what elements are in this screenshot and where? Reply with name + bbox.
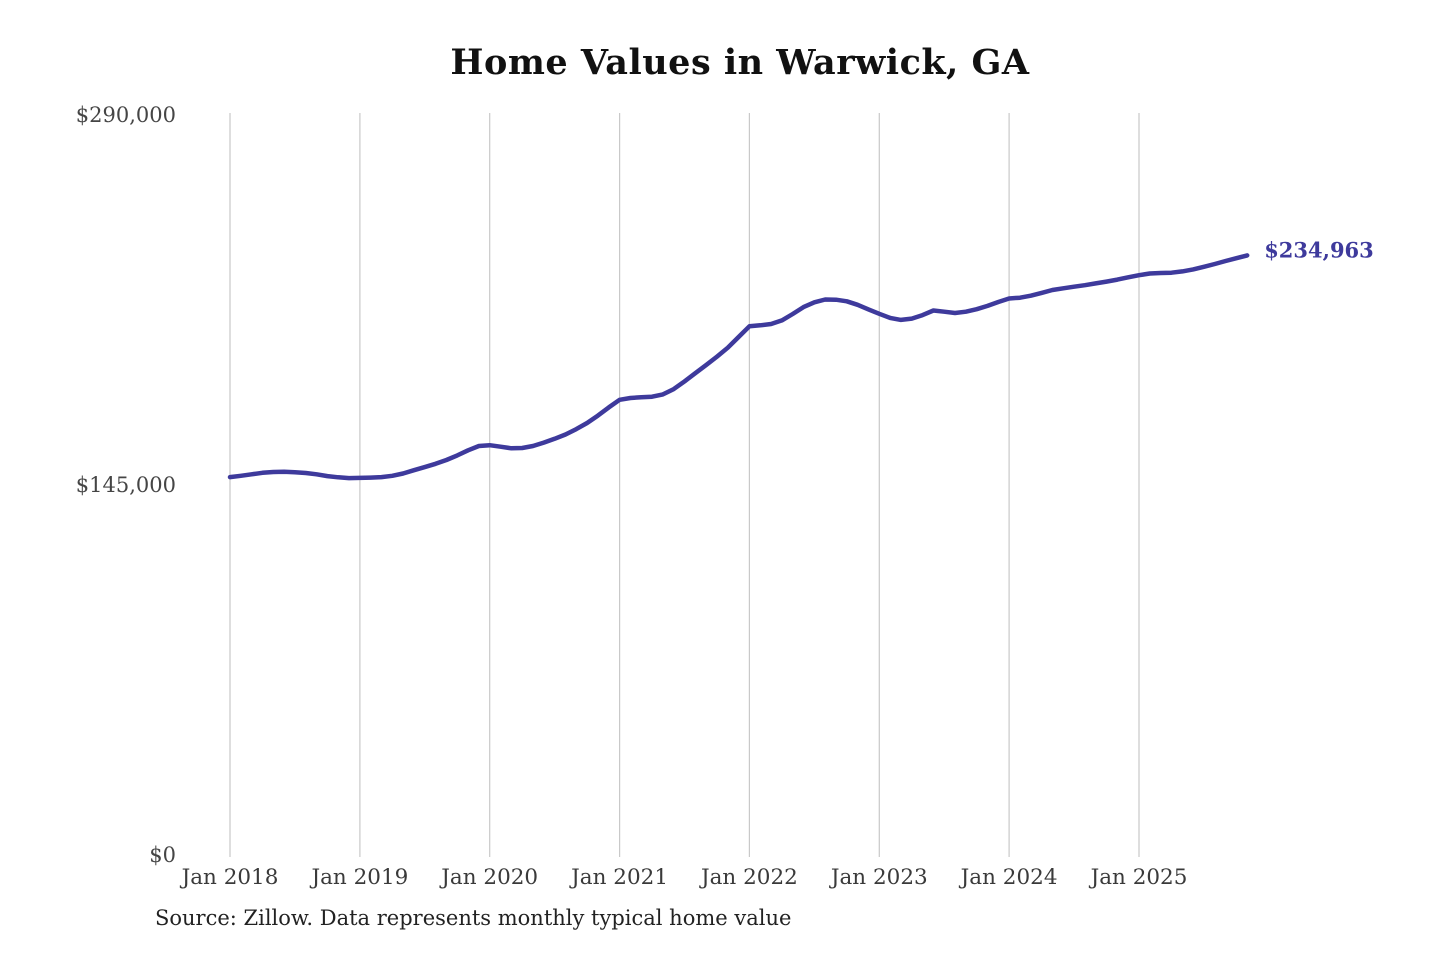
x-tick-label: Jan 2020: [439, 865, 538, 890]
end-value-label: $234,963: [1264, 237, 1374, 262]
x-tick-label: Jan 2025: [1089, 865, 1188, 890]
x-tick-label: Jan 2023: [829, 865, 928, 890]
x-tick-label: Jan 2024: [959, 865, 1058, 890]
y-tick-label: $0: [149, 843, 176, 867]
x-tick-label: Jan 2019: [309, 865, 408, 890]
y-tick-label: $290,000: [76, 103, 176, 127]
source-note: Source: Zillow. Data represents monthly …: [155, 906, 792, 930]
x-tick-label: Jan 2022: [699, 865, 798, 890]
x-tick-label: Jan 2018: [180, 865, 279, 890]
price-line: [227, 253, 1250, 481]
chart-title: Home Values in Warwick, GA: [450, 42, 1030, 83]
x-tick-label: Jan 2021: [569, 865, 668, 890]
y-tick-label: $145,000: [76, 473, 176, 497]
